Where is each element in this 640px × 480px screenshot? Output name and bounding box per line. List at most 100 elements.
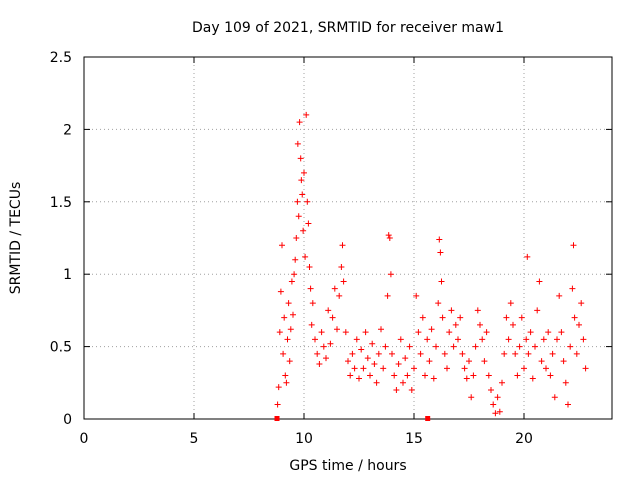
data-point	[570, 242, 577, 249]
data-point	[512, 350, 519, 357]
data-point	[523, 336, 530, 343]
data-points	[274, 111, 589, 421]
data-point	[457, 314, 464, 321]
data-point	[472, 343, 479, 350]
data-point	[362, 329, 369, 336]
data-point	[294, 198, 301, 205]
data-point	[375, 350, 382, 357]
data-point	[303, 111, 310, 118]
data-point	[292, 256, 299, 263]
data-point	[413, 292, 420, 299]
data-point	[329, 314, 336, 321]
data-point	[424, 336, 431, 343]
data-point	[288, 278, 295, 285]
data-point	[578, 300, 585, 307]
y-tick-label: 0	[63, 412, 72, 428]
data-point	[349, 350, 356, 357]
data-point	[492, 410, 499, 417]
zero-marker	[425, 416, 431, 421]
data-point	[534, 307, 541, 314]
data-point	[569, 285, 576, 292]
data-point	[433, 343, 439, 350]
data-point	[483, 329, 490, 336]
y-tick-label: 2.5	[50, 50, 72, 66]
data-point	[560, 358, 567, 365]
data-point	[327, 340, 334, 347]
data-point	[501, 350, 508, 357]
data-point	[558, 329, 565, 336]
data-point	[477, 321, 483, 328]
data-point	[298, 177, 305, 184]
data-point	[567, 343, 574, 350]
data-point	[342, 329, 349, 336]
data-point	[384, 292, 391, 299]
data-point	[331, 285, 338, 292]
data-point	[378, 326, 384, 333]
data-point	[295, 213, 302, 220]
data-point	[435, 300, 442, 307]
data-point	[380, 365, 387, 372]
data-point	[358, 346, 365, 353]
plot-frame	[83, 56, 613, 420]
data-point	[470, 372, 477, 379]
data-point	[507, 300, 514, 307]
data-point	[395, 360, 402, 367]
data-point	[391, 372, 398, 379]
data-point	[400, 379, 406, 386]
data-point	[411, 365, 417, 372]
data-point	[287, 326, 294, 333]
data-point	[279, 242, 285, 249]
data-point	[439, 314, 446, 321]
data-point	[438, 278, 445, 285]
data-point	[499, 379, 505, 386]
data-point	[286, 358, 293, 365]
data-point	[524, 253, 531, 260]
data-point	[419, 314, 426, 321]
data-point	[576, 321, 582, 328]
data-point	[417, 350, 424, 357]
data-point	[347, 372, 354, 379]
data-point	[312, 336, 318, 343]
data-point	[367, 372, 373, 379]
data-point	[459, 350, 466, 357]
zero-marker	[274, 416, 280, 421]
data-point	[373, 379, 380, 386]
data-point	[422, 372, 428, 379]
data-point	[283, 379, 290, 386]
data-point	[547, 372, 554, 379]
data-point	[573, 350, 580, 357]
data-point	[461, 365, 468, 372]
data-point	[339, 242, 346, 249]
data-point	[485, 372, 492, 379]
data-point	[297, 155, 304, 162]
y-tick-label: 2	[63, 122, 72, 138]
data-point	[430, 375, 437, 382]
data-point	[369, 340, 376, 347]
data-point	[275, 384, 282, 391]
data-point	[323, 355, 329, 362]
data-point	[300, 227, 307, 234]
data-point	[284, 336, 291, 343]
grid-lines	[84, 57, 612, 419]
data-point	[309, 300, 316, 307]
data-point	[536, 278, 543, 285]
x-axis-label: GPS time / hours	[289, 458, 406, 474]
data-point	[452, 321, 459, 328]
data-point	[446, 329, 453, 336]
data-point	[306, 263, 313, 270]
data-point	[549, 350, 556, 357]
data-point	[353, 336, 360, 343]
data-point	[565, 401, 571, 408]
data-point	[463, 375, 470, 382]
axis-ticks: 0 5 10 15 20 0 0.5 1 1.5 2 2.5	[50, 50, 612, 447]
data-point	[356, 375, 362, 382]
data-point	[320, 343, 327, 350]
data-point	[479, 336, 486, 343]
data-point	[415, 329, 422, 336]
data-point	[296, 119, 303, 126]
data-point	[285, 300, 292, 307]
data-point	[538, 358, 545, 365]
data-point	[360, 365, 367, 372]
